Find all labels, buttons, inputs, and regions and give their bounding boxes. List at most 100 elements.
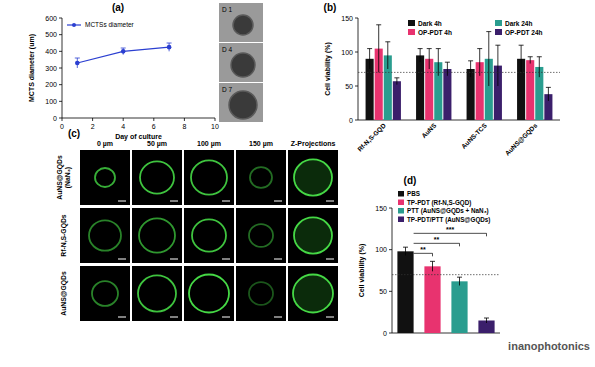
- error-stem: [548, 87, 549, 101]
- error-bar: [394, 78, 399, 85]
- column-header: 0 µm: [97, 140, 113, 148]
- scale-bar: [326, 201, 334, 202]
- x-tick: [62, 118, 63, 121]
- error-bar: [486, 32, 491, 86]
- confocal-image: [80, 150, 130, 205]
- scale-bar: [274, 201, 282, 202]
- scale-bar: [274, 317, 282, 318]
- spheroid-ring: [249, 282, 273, 305]
- spheroid: [229, 91, 257, 119]
- error-bar: [367, 49, 372, 69]
- x-tick-label: 2: [91, 123, 95, 130]
- error-stem: [378, 25, 379, 73]
- bracket-leg: [459, 243, 460, 246]
- error-bar: [546, 87, 551, 101]
- error-cap: [394, 77, 399, 78]
- bracket-leg: [432, 253, 433, 256]
- x-tick: [184, 118, 185, 121]
- spheroid-ring: [250, 167, 272, 188]
- plot-area: [392, 247, 500, 333]
- legend-swatch: [495, 20, 502, 26]
- error-bar: [75, 58, 80, 68]
- point: [75, 61, 80, 66]
- error-bar: [167, 43, 172, 51]
- error-bar: [528, 57, 533, 64]
- error-bar: [385, 42, 390, 69]
- x-tick: [153, 118, 154, 121]
- legend-swatch: [495, 29, 502, 35]
- y-tick: [389, 333, 392, 334]
- error-stem: [405, 247, 406, 255]
- spheroid-ring: [138, 275, 176, 311]
- legend-swatch: [398, 217, 404, 223]
- error-stem: [459, 277, 460, 285]
- column-header: 150 µm: [249, 140, 273, 148]
- y-tick: [59, 18, 62, 19]
- spheroid-ring: [139, 218, 175, 252]
- error-bar: [477, 49, 482, 76]
- error-cap: [477, 48, 482, 49]
- error-stem: [369, 49, 370, 69]
- spheroid-ring: [189, 275, 229, 313]
- panel-label: (d): [404, 175, 417, 186]
- scale-bar: [326, 317, 334, 318]
- x-axis: [62, 118, 215, 119]
- confocal-image: [132, 208, 182, 263]
- confocal-image: [132, 150, 182, 205]
- significance-label: **: [434, 236, 440, 243]
- point: [167, 45, 172, 50]
- scale-bar: [170, 259, 178, 260]
- significance-bracket: [414, 243, 460, 246]
- error-bar: [519, 45, 524, 72]
- bar: [397, 251, 413, 333]
- column-header: Z-Projections: [291, 140, 336, 148]
- legend-label: MCTSs diameter: [85, 21, 135, 28]
- confocal-image: [184, 208, 234, 263]
- error-cap: [385, 41, 390, 42]
- legend-label: TP-PDT (Rf-N,S-GQD): [407, 199, 471, 207]
- spheroid-fill: [293, 275, 333, 313]
- significance-label: ***: [446, 226, 454, 233]
- spheroid-ring: [249, 224, 273, 247]
- inset-image: [219, 3, 263, 42]
- error-bar: [537, 57, 542, 77]
- scale-bar: [326, 259, 334, 260]
- spheroid-ring: [192, 219, 226, 251]
- confocal-image: [184, 150, 234, 205]
- error-cap: [167, 43, 172, 44]
- x-tick-label: AuNS@GQDs: [503, 121, 539, 157]
- spheroid-ring: [294, 217, 332, 253]
- legend-label: OP-PDT 4h: [418, 29, 452, 36]
- y-tick: [59, 51, 62, 52]
- error-cap: [121, 48, 126, 49]
- row-label: (NaN₃): [64, 167, 72, 188]
- y-axis-label: Cell viability (%): [358, 244, 366, 298]
- x-tick: [215, 118, 216, 121]
- scale-bar: [274, 259, 282, 260]
- spheroid-ring: [92, 281, 118, 306]
- error-bar: [430, 261, 435, 271]
- spheroid-ring: [191, 160, 227, 194]
- y-tick-label: 100: [45, 98, 57, 105]
- bracket-line: [414, 243, 460, 244]
- error-cap: [436, 48, 441, 49]
- error-bar: [457, 277, 462, 285]
- legend-label: TP-PDT/PTT (AuNS@GQDs): [407, 216, 490, 224]
- scale-bar: [118, 259, 126, 260]
- y-tick-label: 0: [349, 117, 353, 124]
- error-bar: [436, 49, 441, 76]
- series-line: [77, 47, 169, 63]
- spheroid-fill: [294, 159, 332, 195]
- confocal-image: [236, 150, 286, 205]
- y-tick: [59, 84, 62, 85]
- error-stem: [438, 49, 439, 76]
- panel-label: (c): [68, 128, 80, 139]
- legend-swatch: [408, 29, 415, 35]
- error-bar: [403, 247, 408, 255]
- scale-bar: [222, 317, 230, 318]
- legend-label: Dark 24h: [505, 20, 532, 27]
- inset-label: D 7: [222, 86, 233, 93]
- bar: [416, 55, 424, 120]
- x-tick-label: 8: [182, 123, 186, 130]
- spheroid-ring: [89, 220, 121, 250]
